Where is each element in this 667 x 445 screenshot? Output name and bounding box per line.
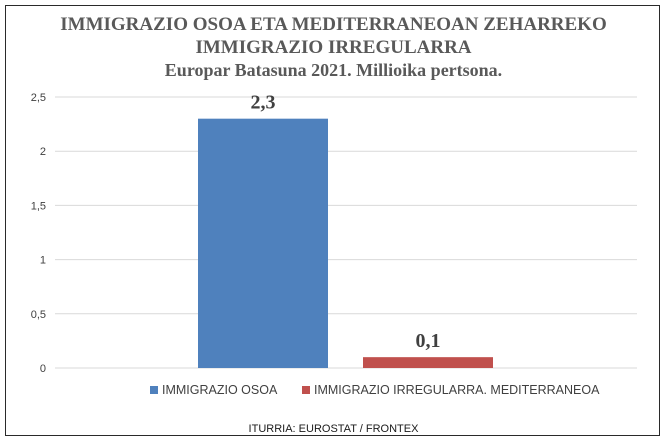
source-note: ITURRIA: EUROSTAT / FRONTEX xyxy=(248,423,419,435)
legend-label: IMMIGRAZIO IRREGULARRA. MEDITERRANEOA xyxy=(314,383,600,397)
data-label: 2,3 xyxy=(251,92,276,114)
y-tick-label: 1 xyxy=(40,255,46,267)
bar-1 xyxy=(198,118,328,369)
legend-label: IMMIGRAZIO OSOA xyxy=(162,383,278,397)
chart-subtitle: Europar Batasuna 2021. Millioika pertson… xyxy=(164,60,503,80)
y-tick-label: 2,5 xyxy=(31,92,46,104)
y-tick-label: 2 xyxy=(40,146,46,158)
chart-title: IMMIGRAZIO OSOA ETA MEDITERRANEOAN ZEHAR… xyxy=(60,14,607,35)
chart-title-line2: IMMIGRAZIO IRREGULARRA xyxy=(195,37,472,58)
y-tick-label: 0,5 xyxy=(31,309,46,321)
legend-swatch xyxy=(302,386,310,394)
y-tick-label: 1,5 xyxy=(31,200,46,212)
y-tick-label: 0 xyxy=(40,363,46,375)
bar-2 xyxy=(363,357,493,368)
chart-frame xyxy=(5,5,660,436)
legend-swatch xyxy=(150,386,158,394)
data-label: 0,1 xyxy=(416,330,441,352)
